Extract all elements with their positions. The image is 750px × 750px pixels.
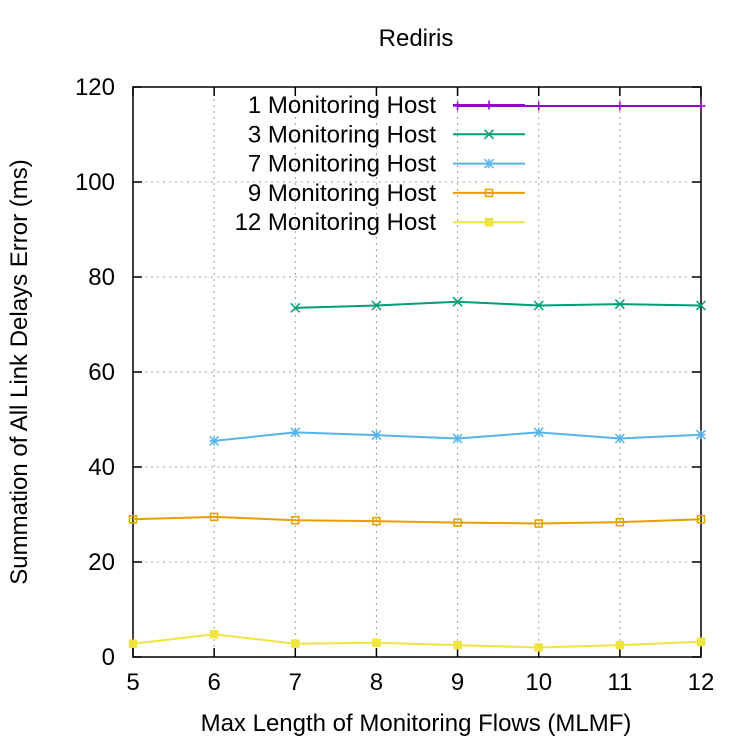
series-line (128, 512, 706, 528)
data-point (452, 296, 463, 307)
series-layer (128, 101, 707, 652)
data-point (483, 129, 495, 140)
data-point (696, 515, 706, 524)
data-point (290, 427, 301, 438)
grid-lines (133, 87, 701, 657)
data-point (614, 299, 625, 310)
y-tick-label: 40 (88, 454, 115, 481)
data-point (533, 427, 544, 438)
y-axis-tick-labels: 0 20 40 60 80 100 120 (75, 74, 115, 671)
legend-label: 9 Monitoring Host (248, 180, 436, 207)
data-point (209, 629, 219, 639)
data-point (209, 512, 219, 522)
data-point (695, 429, 707, 440)
x-tick-label: 12 (688, 669, 715, 696)
x-tick-label: 8 (370, 669, 383, 696)
series-path (132, 515, 702, 525)
legend-item: 12 Monitoring Host (235, 209, 525, 236)
y-tick-label: 20 (88, 549, 115, 576)
data-point (696, 101, 706, 111)
x-tick-label: 10 (525, 669, 552, 696)
data-point (372, 516, 381, 526)
data-point (291, 639, 300, 648)
x-axis-tick-labels: 5 6 7 8 9 10 11 12 (126, 669, 714, 696)
data-point (696, 637, 706, 647)
data-point (290, 302, 301, 313)
data-point (484, 217, 494, 227)
x-axis-label: Max Length of Monitoring Flows (MLMF) (201, 710, 632, 737)
y-tick-label: 0 (102, 644, 115, 671)
legend-label: 3 Monitoring Host (248, 121, 436, 148)
data-point (371, 430, 382, 441)
legend-item: 3 Monitoring Host (248, 121, 525, 148)
series-line (209, 427, 707, 446)
data-point (615, 101, 625, 111)
series-line (290, 296, 707, 313)
data-point (534, 101, 544, 111)
legend-item: 1 Monitoring Host (248, 92, 525, 119)
x-tick-label: 9 (451, 669, 464, 696)
legend-item: 7 Monitoring Host (248, 151, 525, 178)
axis-ticks (132, 86, 702, 658)
data-point (483, 158, 495, 169)
data-point (452, 433, 463, 444)
series-path (295, 300, 702, 309)
x-tick-label: 7 (289, 669, 302, 696)
data-point (484, 100, 494, 110)
legend-label: 1 Monitoring Host (248, 92, 436, 119)
data-point (128, 515, 138, 524)
data-point (209, 435, 220, 446)
data-point (695, 300, 707, 311)
data-point (534, 643, 543, 652)
data-point (484, 188, 494, 198)
data-point (291, 515, 300, 525)
data-point (615, 517, 625, 527)
y-tick-label: 100 (75, 169, 115, 196)
y-axis-label: Summation of All Link Delays Error (ms) (6, 159, 33, 584)
x-tick-label: 11 (607, 669, 632, 696)
data-point (614, 433, 625, 444)
data-point (453, 518, 462, 527)
legend-label: 12 Monitoring Host (235, 209, 437, 236)
data-point (615, 640, 625, 650)
y-tick-label: 60 (88, 359, 115, 386)
x-tick-label: 6 (207, 669, 220, 696)
data-point (371, 300, 382, 311)
series-line (128, 629, 706, 652)
legend-item: 9 Monitoring Host (248, 180, 525, 207)
chart-title: Rediris (379, 25, 454, 52)
y-tick-label: 80 (88, 264, 115, 291)
data-point (453, 640, 462, 650)
data-point (534, 519, 543, 528)
legend-label: 7 Monitoring Host (248, 151, 436, 178)
x-tick-label: 5 (126, 669, 139, 696)
data-point (128, 639, 138, 648)
data-point (533, 300, 544, 311)
series-path (132, 633, 702, 649)
data-point (372, 638, 381, 647)
y-tick-label: 120 (75, 74, 115, 101)
